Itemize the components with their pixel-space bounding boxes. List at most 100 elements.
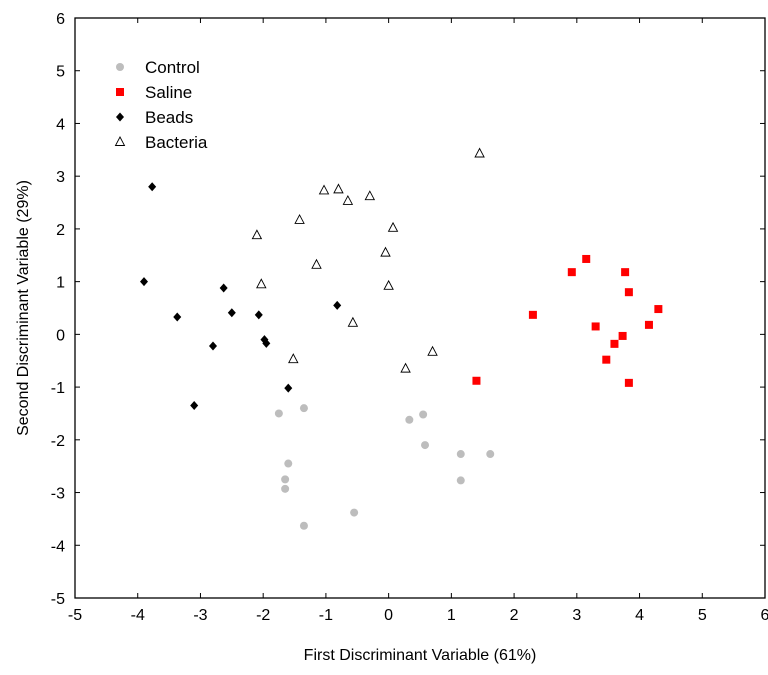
legend-marker [114, 136, 126, 146]
data-point [472, 376, 481, 385]
x-tick-label: 6 [761, 607, 768, 624]
data-point [284, 459, 293, 468]
x-tick-label: 5 [698, 607, 707, 624]
data-point [380, 246, 391, 257]
data-point [342, 195, 354, 205]
data-point [387, 221, 399, 232]
legend-item-beads: Beads [116, 108, 193, 127]
y-tick-label: 2 [56, 222, 65, 239]
legend-label: Bacteria [145, 133, 208, 152]
data-point [299, 404, 308, 413]
x-tick-label: -1 [319, 607, 333, 624]
legend-item-bacteria: Bacteria [114, 133, 208, 152]
data-point [456, 450, 465, 459]
data-point [140, 277, 148, 287]
y-tick-label: -5 [51, 591, 65, 608]
data-point [209, 341, 217, 351]
data-point [333, 300, 342, 310]
y-tick-label: -2 [51, 433, 65, 450]
data-point [148, 182, 157, 192]
data-point [294, 213, 305, 224]
data-point [486, 450, 495, 459]
legend-label: Saline [145, 83, 192, 102]
data-point [567, 268, 576, 277]
data-point [419, 410, 428, 419]
data-point [281, 475, 290, 484]
data-point [624, 288, 633, 297]
data-point [618, 331, 627, 340]
legend-marker [116, 63, 124, 71]
x-tick-label: 0 [384, 607, 393, 624]
legend-item-control: Control [116, 58, 200, 77]
data-point [227, 308, 236, 318]
data-point [333, 183, 344, 194]
data-point [350, 508, 359, 517]
data-point [405, 415, 414, 424]
data-point [256, 278, 267, 289]
data-point [318, 184, 330, 195]
points-layer [140, 147, 663, 530]
plot-frame [74, 17, 766, 599]
x-tick-label: 4 [635, 607, 644, 624]
data-point [364, 190, 376, 201]
y-tick-label: -1 [51, 380, 65, 397]
x-axis-title: First Discriminant Variable (61%) [304, 647, 537, 664]
x-tick-label: -4 [131, 607, 145, 624]
data-point [624, 378, 633, 387]
data-point [644, 320, 653, 329]
data-point [383, 279, 394, 290]
data-point [654, 305, 663, 314]
data-point [299, 521, 308, 530]
legend: Control Saline Beads Bacteria [114, 58, 208, 152]
series-saline [472, 254, 663, 387]
data-point [621, 268, 630, 277]
legend-marker [116, 112, 124, 122]
data-point [591, 322, 600, 331]
legend-item-saline: Saline [116, 83, 192, 102]
x-tick-label: 3 [572, 607, 581, 624]
data-point [190, 401, 199, 411]
y-tick-label: 4 [56, 116, 65, 133]
y-axis-title: Second Discriminant Variable (29%) [15, 180, 32, 436]
data-point [288, 353, 299, 364]
data-point [254, 310, 263, 320]
data-point [219, 283, 228, 293]
legend-label: Control [145, 58, 200, 77]
x-tick-label: -5 [68, 607, 82, 624]
x-tick-label: 1 [447, 607, 456, 624]
x-tick-label: 2 [510, 607, 519, 624]
data-point [427, 345, 438, 356]
data-point [311, 258, 322, 269]
data-point [456, 476, 465, 485]
y-tick-label: 0 [56, 327, 65, 344]
data-point [347, 316, 359, 327]
data-point [582, 254, 591, 263]
data-point [284, 383, 293, 393]
y-tick-label: 6 [56, 11, 65, 28]
data-point [602, 355, 611, 364]
data-point [251, 229, 263, 240]
series-bacteria [251, 147, 485, 373]
data-point [400, 362, 411, 373]
legend-marker [116, 88, 124, 96]
data-point [421, 441, 430, 450]
y-tick-label: 1 [56, 275, 65, 292]
data-point [610, 339, 619, 348]
x-tick-label: -2 [256, 607, 270, 624]
series-control [274, 404, 495, 530]
series-beads [140, 182, 342, 411]
y-tick-label: -3 [51, 486, 65, 503]
data-point [262, 338, 271, 348]
data-point [474, 147, 485, 158]
y-tick-label: 3 [56, 169, 65, 186]
y-tick-label: -4 [51, 538, 65, 555]
ticks-layer: -5 -4 -3 -2 -1 0 1 2 3 4 5 6 -5 -4 -3 -2 -1 0 1 2 3 4 5 6 [51, 11, 768, 624]
x-tick-label: -3 [193, 607, 207, 624]
y-tick-label: 5 [56, 64, 65, 81]
data-point [528, 310, 537, 319]
data-point [281, 484, 290, 493]
legend-label: Beads [145, 108, 193, 127]
data-point [173, 312, 182, 322]
